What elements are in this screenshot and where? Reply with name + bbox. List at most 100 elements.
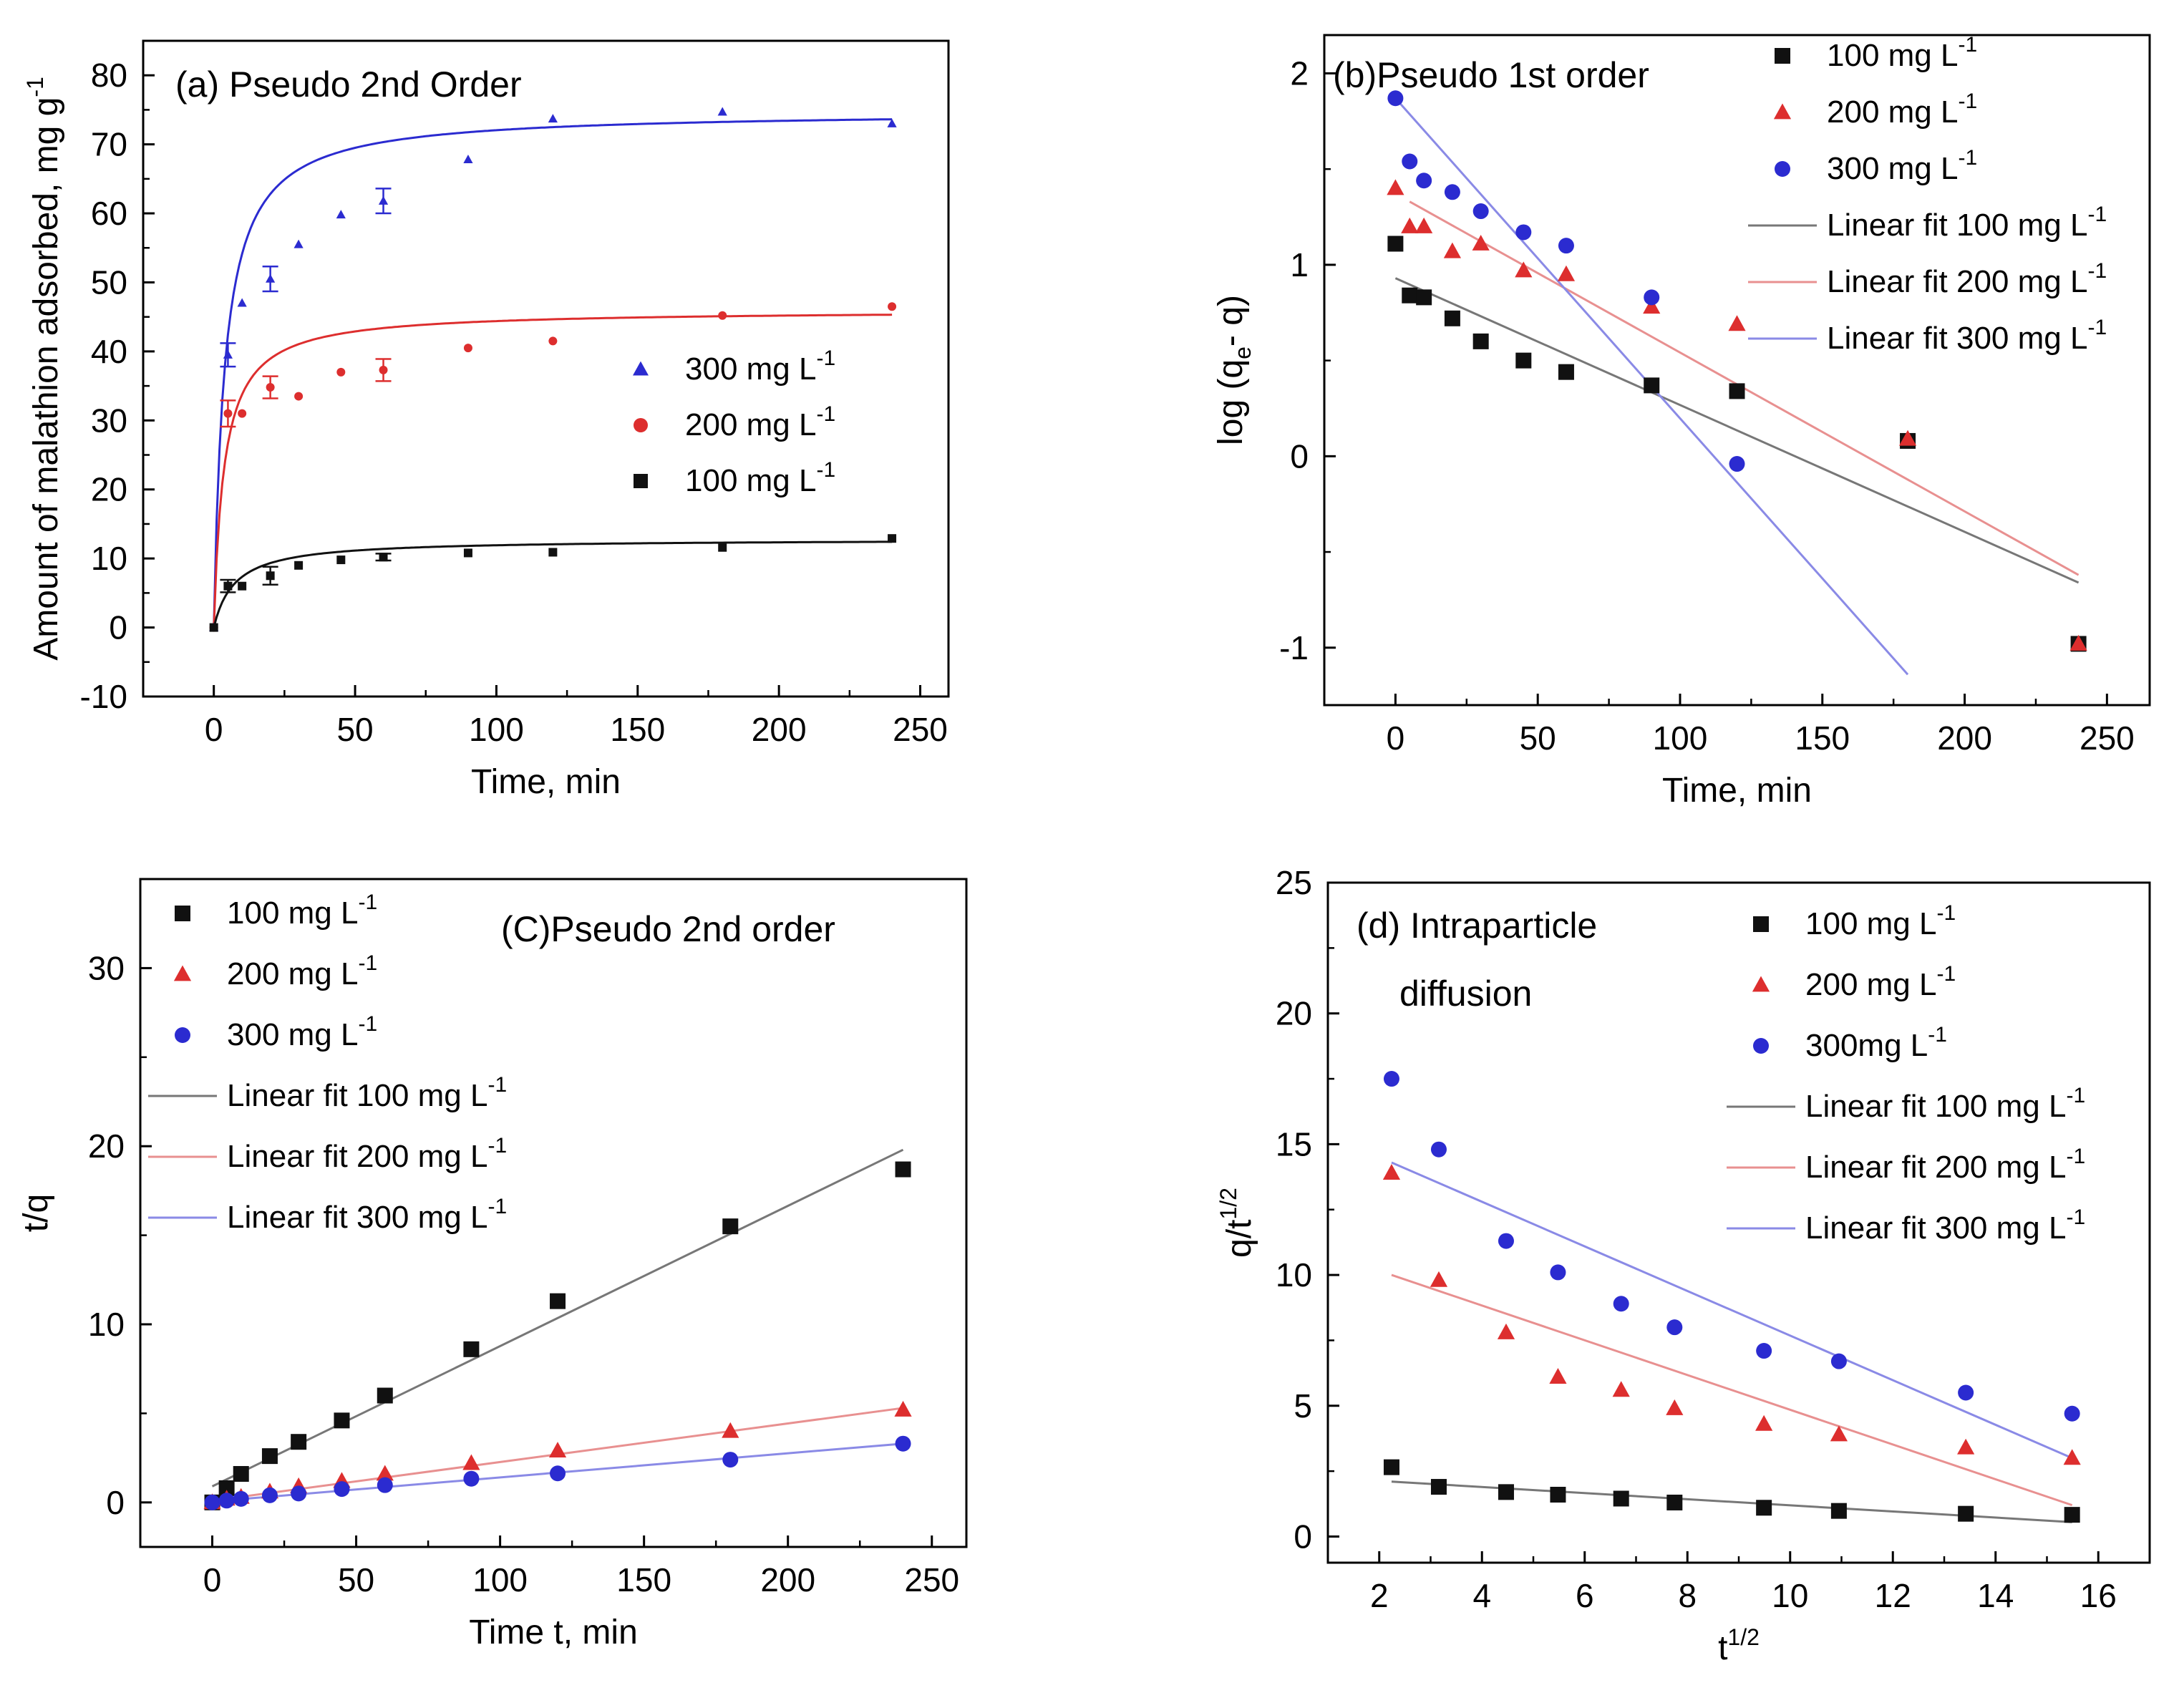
legend-label-text: 200 mg L	[1805, 967, 1936, 1002]
data-point	[223, 581, 233, 591]
legend-label-sup: -1	[2087, 316, 2107, 339]
data-point	[1402, 153, 1418, 170]
data-point	[1756, 1343, 1772, 1359]
fit-curve-2	[213, 540, 893, 628]
data-point	[718, 543, 727, 552]
legend-label-sup: -1	[2087, 259, 2107, 283]
data-point	[378, 195, 389, 205]
legend-label: Linear fit 300 mg L-1	[1805, 1205, 2085, 1246]
x-tick-label: 100	[472, 1561, 528, 1598]
data-point	[377, 1477, 393, 1493]
data-point	[1472, 333, 1489, 349]
data-point	[294, 392, 304, 401]
legend-marker	[175, 1027, 190, 1043]
legend-label-text: Linear fit 300 mg L	[1827, 321, 2087, 356]
x-axis-label-text: Time, min	[471, 763, 621, 801]
x-tick-label: 150	[610, 711, 665, 748]
y-tick-label: 0	[106, 1484, 125, 1521]
data-point	[379, 553, 388, 562]
data-point	[722, 1452, 739, 1468]
data-point	[223, 349, 233, 359]
data-point	[463, 344, 472, 353]
y-axis-label-text: t/q	[17, 1194, 55, 1232]
data-point	[895, 1161, 911, 1178]
legend-label-sup: -1	[2066, 1145, 2085, 1168]
x-tick-label: 2	[1370, 1577, 1389, 1614]
data-point	[209, 623, 218, 632]
data-point	[463, 548, 472, 558]
data-point	[1549, 1368, 1567, 1384]
x-tick-label: 50	[1520, 719, 1556, 757]
chart-title: (C)Pseudo 2nd order	[501, 909, 835, 949]
data-point	[462, 1454, 480, 1470]
data-point	[1387, 236, 1404, 252]
x-tick-label: 0	[205, 711, 223, 748]
fit-line-0	[1394, 277, 2080, 584]
chart-title: (a) Pseudo 2nd Order	[175, 64, 522, 105]
data-point	[1643, 298, 1661, 314]
data-point	[463, 155, 473, 163]
legend-marker	[175, 906, 190, 921]
y-axis-label-text: Amount of malathion adsorbed, mg g	[27, 97, 65, 661]
data-point	[1613, 1490, 1629, 1507]
x-tick-label: 0	[203, 1561, 222, 1598]
data-point	[548, 548, 558, 557]
legend-label-sup: -1	[816, 402, 835, 426]
legend-label-sup: -1	[2066, 1084, 2085, 1107]
legend-label-text: 300 mg L	[685, 351, 816, 387]
x-tick-label: 6	[1576, 1577, 1594, 1614]
legend-label-text: 300mg L	[1805, 1028, 1928, 1063]
data-point	[1515, 261, 1533, 278]
data-point	[1472, 203, 1489, 220]
legend-label-text: Linear fit 300 mg L	[1805, 1210, 2066, 1246]
data-point	[377, 1387, 393, 1404]
data-point	[1728, 315, 1746, 331]
data-point	[1550, 1264, 1566, 1281]
data-point	[2063, 1449, 2081, 1465]
x-tick-label: 200	[1937, 719, 1992, 757]
data-point	[293, 239, 304, 248]
x-axis-label-sup: 1/2	[1727, 1624, 1759, 1650]
data-point	[1550, 1487, 1566, 1503]
legend-label-text: 200 mg L	[1827, 94, 1958, 130]
data-point	[1515, 352, 1532, 369]
data-point	[1558, 238, 1574, 254]
legend-label-sup: -1	[816, 346, 835, 370]
data-point	[238, 581, 247, 591]
chart-title-line2: diffusion	[1399, 974, 1532, 1014]
data-point	[1958, 1505, 1974, 1522]
data-point	[1430, 1141, 1447, 1158]
data-point	[1401, 217, 1419, 233]
legend-label-sup: -1	[816, 458, 835, 482]
data-point	[334, 1481, 350, 1498]
legend-label-sup: -1	[1936, 962, 1956, 986]
data-point	[1387, 179, 1404, 195]
x-tick-label: 250	[2080, 719, 2135, 757]
y-tick-label: 20	[1276, 995, 1312, 1032]
legend-label-sup: -1	[358, 891, 377, 914]
data-point	[1830, 1503, 1847, 1519]
legend-label-sup: -1	[358, 1012, 377, 1036]
x-tick-label: 150	[1795, 719, 1850, 757]
data-point	[718, 311, 727, 320]
data-point	[1498, 1484, 1514, 1500]
y-tick-label: 20	[88, 1127, 125, 1165]
data-point	[2064, 1405, 2080, 1422]
fit-line-2	[1391, 1161, 2073, 1460]
data-point	[550, 1293, 566, 1309]
legend-label-text: Linear fit 100 mg L	[227, 1078, 487, 1113]
y-axis-label: t/q	[17, 1194, 55, 1232]
data-point	[1644, 289, 1660, 306]
legend-label-text: Linear fit 100 mg L	[1827, 208, 2087, 243]
legend-label-text: 200 mg L	[227, 956, 358, 991]
data-point	[1444, 310, 1460, 326]
data-point	[717, 107, 727, 116]
data-point	[548, 336, 558, 346]
x-tick-label: 250	[904, 1561, 959, 1598]
x-tick-label: 50	[336, 711, 373, 748]
legend-label-text: Linear fit 300 mg L	[227, 1200, 487, 1235]
data-point	[1497, 1323, 1515, 1339]
y-tick-label: 10	[88, 1306, 125, 1343]
